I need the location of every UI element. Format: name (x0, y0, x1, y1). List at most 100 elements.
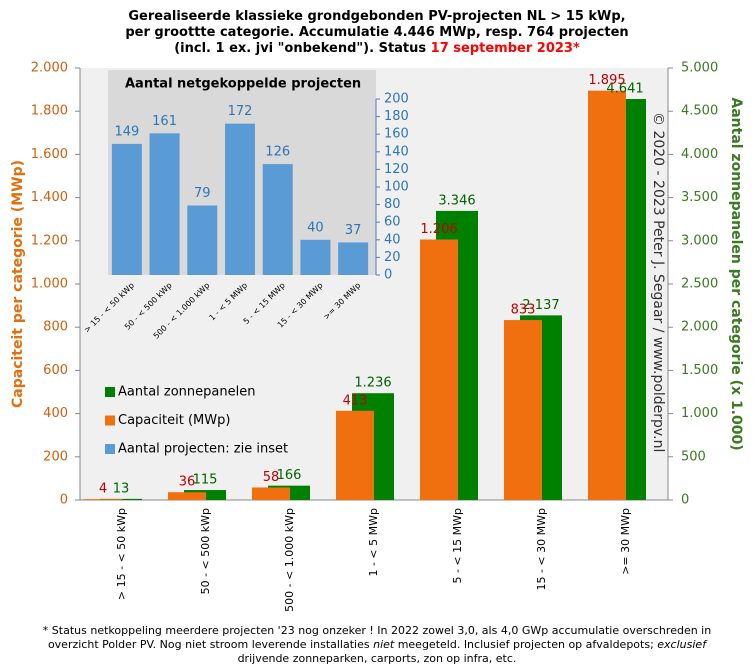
data-label: 4.641 (606, 82, 643, 97)
chart: Gerealiseerde klassieke grondgebonden PV… (10, 9, 744, 612)
bar (168, 492, 206, 500)
inset-y-tick-label: 100 (384, 180, 409, 195)
x-tick-label: > 15 - < 50 kWp (115, 508, 128, 600)
inset-bar (111, 143, 142, 275)
inset-data-label: 172 (228, 104, 253, 119)
inset-bar (300, 239, 331, 275)
y2-tick-label: 3.000 (681, 233, 718, 248)
data-label: 115 (193, 473, 218, 488)
data-label: 58 (263, 470, 280, 485)
title-line: (incl. 1 ex. jvi "onbekend"). Status (174, 41, 430, 56)
inset-y-tick-label: 160 (384, 127, 409, 142)
legend-swatch (105, 415, 115, 426)
inset-data-label: 126 (265, 145, 290, 160)
inset-data-label: 79 (194, 186, 211, 201)
y2-tick-label: 4.500 (681, 104, 718, 119)
inset-y-tick-label: 40 (384, 232, 401, 247)
data-label: 13 (113, 481, 130, 496)
x-tick-label: >= 30 MWp (619, 508, 632, 575)
y-tick-label: 800 (43, 320, 68, 335)
copyright: © 2020 - 2023 Peter J. Segaar / www.pold… (650, 112, 666, 452)
title-line: per groottte categorie. Accumulatie 4.44… (125, 25, 628, 40)
y-tick-label: 1.600 (31, 147, 68, 162)
inset-data-label: 37 (345, 223, 362, 238)
inset-bar (225, 123, 255, 275)
legend-swatch (105, 444, 115, 454)
bar (252, 487, 290, 500)
y-tick-label: 0 (60, 493, 68, 508)
data-label: 2.137 (522, 298, 559, 313)
y-tick-label: 2.000 (31, 61, 68, 76)
inset-y-tick-label: 200 (384, 92, 409, 107)
y2-tick-label: 5.000 (681, 61, 718, 76)
inset-data-label: 161 (152, 114, 177, 129)
legend-label: Aantal zonnepanelen (118, 385, 255, 400)
title-line: Gerealiseerde klassieke grondgebonden PV… (128, 9, 625, 24)
y2-tick-label: 2.500 (681, 277, 718, 292)
y2-tick-label: 1.500 (681, 363, 718, 378)
inset-y-tick-label: 20 (384, 250, 401, 265)
x-tick-label: 15 - < 30 MWp (535, 508, 548, 591)
bar (84, 499, 122, 500)
data-label: 1.236 (354, 376, 391, 391)
y-axis-label: Capaciteit per categorie (MWp) (10, 160, 26, 408)
data-label: 166 (277, 468, 302, 483)
inset-y-tick-label: 180 (384, 109, 409, 124)
y2-axis-label: Aantal zonnepanelen per categorie (x 1.0… (728, 97, 744, 450)
inset-y-tick-label: 60 (384, 215, 401, 230)
y-tick-label: 1.200 (31, 233, 68, 248)
inset-y-tick-label: 120 (384, 162, 409, 177)
y2-tick-label: 4.000 (681, 147, 718, 162)
inset-y-tick-label: 140 (384, 144, 409, 159)
bar (588, 90, 626, 501)
legend-label: Aantal projecten: zie inset (118, 442, 288, 457)
title-date: 17 september 2023* (431, 41, 580, 56)
inset-bar (262, 164, 293, 275)
inset-bar (149, 133, 180, 275)
footnote-text: * Status netkoppeling meerdere projecten… (42, 624, 712, 651)
inset-bar (187, 205, 218, 275)
bar (504, 320, 542, 500)
y2-tick-label: 0 (681, 493, 689, 508)
legend-label: Capaciteit (MWp) (118, 413, 230, 428)
y2-tick-label: 3.500 (681, 190, 718, 205)
footnote-text: meegeteld. Inclusief projecten op afvald… (394, 638, 658, 651)
inset-data-label: 149 (114, 124, 139, 139)
x-tick-label: 1 - < 5 MWp (367, 508, 380, 577)
data-label: 1.206 (420, 222, 457, 237)
x-tick-label: 50 - < 500 kWp (199, 508, 212, 594)
y2-tick-label: 2.000 (681, 320, 718, 335)
data-label: 413 (343, 393, 368, 408)
data-label: 833 (511, 303, 536, 318)
data-label: 4 (99, 482, 107, 497)
footnote-text: exclusief (657, 638, 707, 651)
inset-y-tick-label: 0 (384, 268, 392, 283)
bar (420, 239, 458, 500)
y-tick-label: 400 (43, 406, 68, 421)
inset-title: Aantal netgekoppelde projecten (125, 77, 361, 92)
y-tick-label: 200 (43, 449, 68, 464)
chart-title: per groottte categorie. Accumulatie 4.44… (125, 25, 628, 40)
y2-tick-label: 500 (681, 449, 706, 464)
footnote-text: drijvende zonneparken, carports, zon op … (237, 652, 517, 665)
y-tick-label: 1.400 (31, 190, 68, 205)
footnote-text: niet (373, 638, 395, 651)
footnote: * Status netkoppeling meerdere projecten… (40, 624, 714, 666)
data-label: 1.895 (588, 73, 625, 88)
y-tick-label: 1.800 (31, 104, 68, 119)
chart-title: (incl. 1 ex. jvi "onbekend"). Status 17 … (174, 41, 580, 56)
x-tick-label: 500 - < 1.000 kWp (283, 508, 296, 612)
inset-bar (338, 242, 369, 275)
legend-swatch (105, 387, 115, 397)
y2-tick-label: 1.000 (681, 406, 718, 421)
data-label: 36 (179, 475, 196, 490)
bar (336, 410, 374, 500)
y-tick-label: 600 (43, 363, 68, 378)
inset-data-label: 40 (307, 220, 324, 235)
y-tick-label: 1.000 (31, 277, 68, 292)
x-tick-label: 5 - < 15 MWp (451, 508, 464, 584)
inset-y-tick-label: 80 (384, 197, 401, 212)
data-label: 3.346 (438, 193, 475, 208)
chart-title: Gerealiseerde klassieke grondgebonden PV… (128, 9, 625, 24)
